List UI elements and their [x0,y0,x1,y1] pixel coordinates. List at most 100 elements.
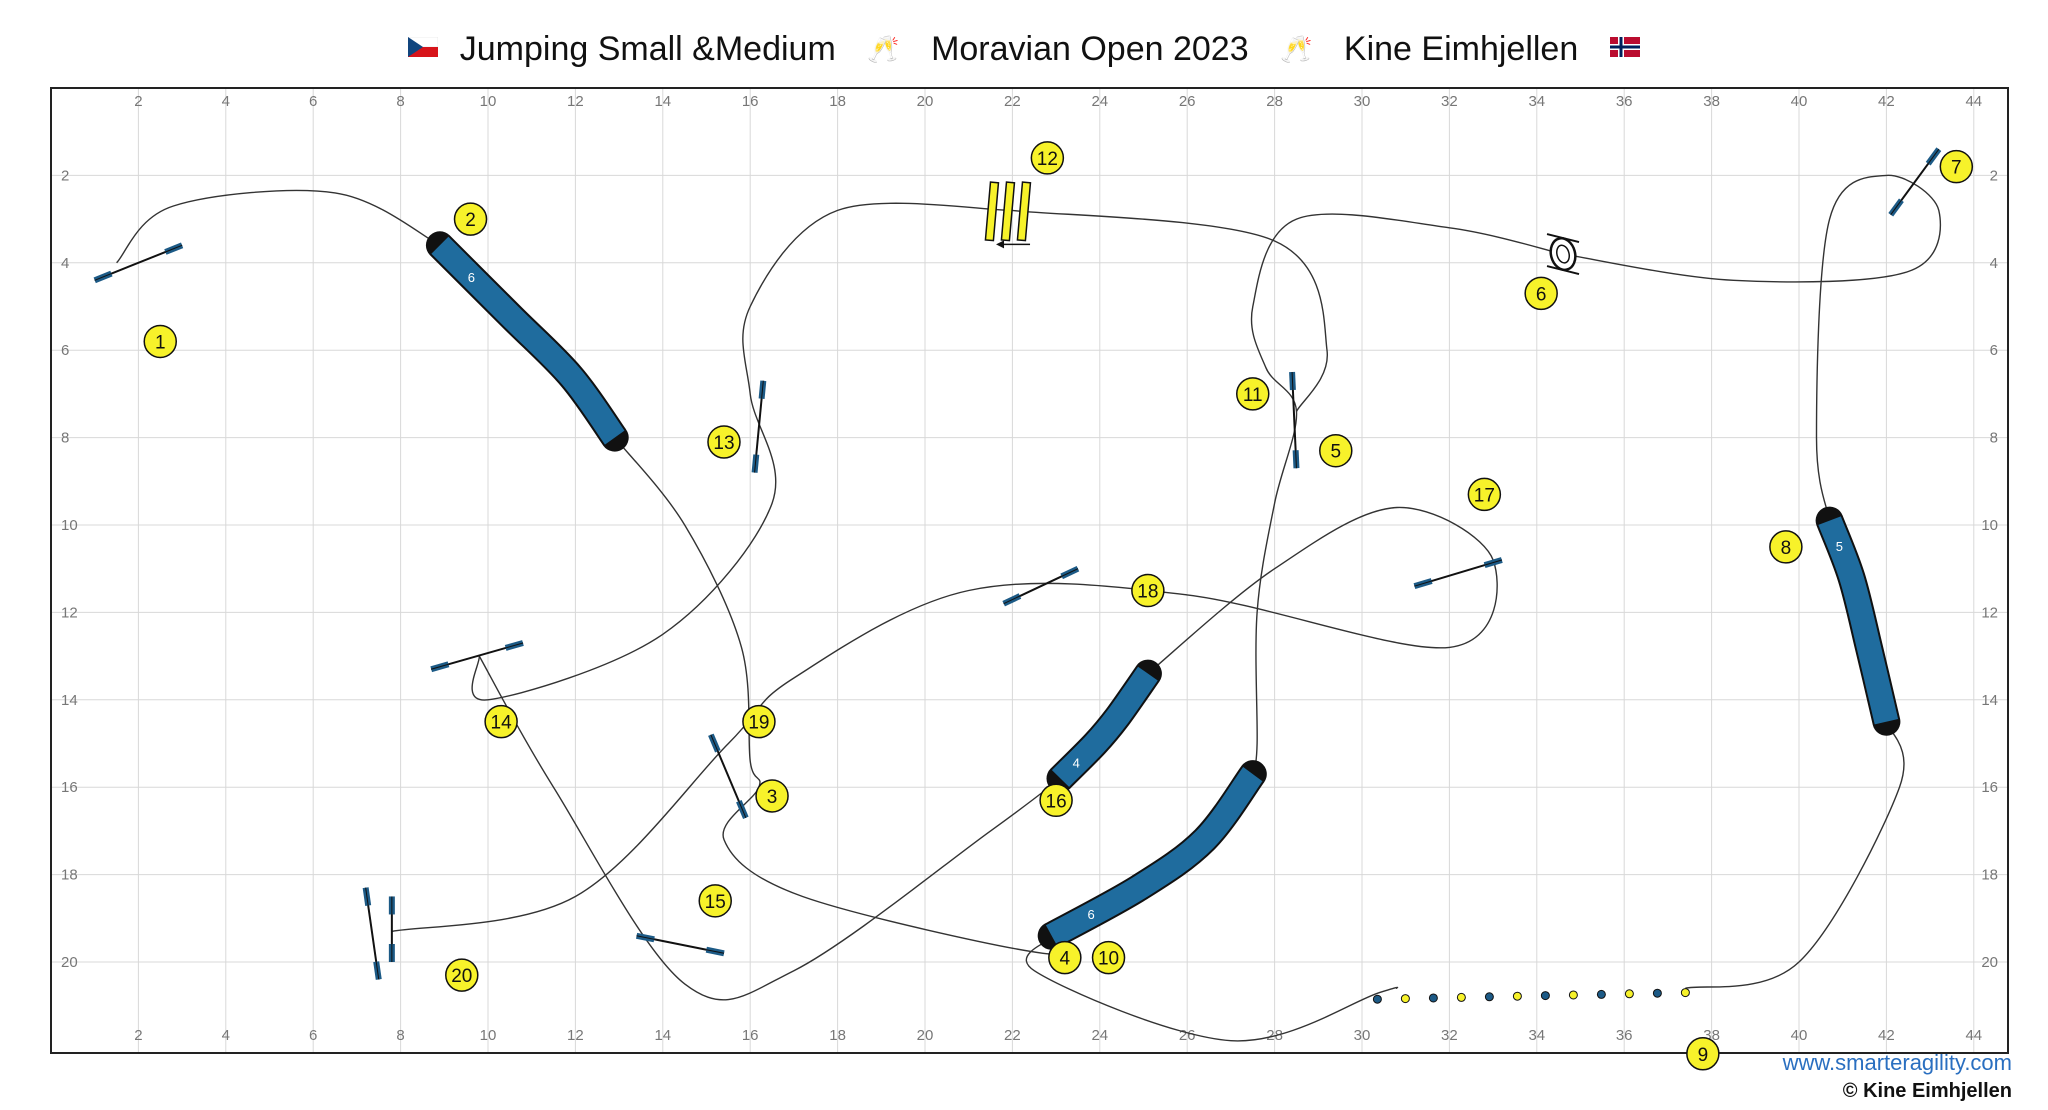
weave-pole [1372,994,1382,1004]
arrow-head [996,240,1005,249]
weave-pole [1680,988,1690,998]
number-label: 18 [1137,582,1158,603]
number-label: 3 [767,787,778,808]
x-tick-label: 14 [654,1027,671,1044]
jump-wing-edge [365,887,369,906]
obstacle-number-14: 14 [484,704,518,739]
jump-wing-edge [505,642,524,649]
x-tick-label: 32 [1441,1027,1458,1044]
number-circle [445,958,479,992]
number-label: 9 [1698,1045,1709,1066]
table-bar [1000,181,1016,242]
x-tick-label: 38 [1703,93,1720,110]
norway-flag-icon [1609,37,1640,58]
y-tick-label: 6 [1990,342,1998,359]
obstacle-number-11: 11 [1236,377,1270,411]
tunnel-length-label: 6 [468,270,475,285]
jump-wing-edge [710,734,719,752]
number-label: 8 [1781,538,1792,559]
path-segment [471,202,1013,701]
number-circle [453,202,488,236]
jump-wing-edge [1890,199,1902,216]
x-tick-label: 20 [917,93,934,110]
x-tick-label: 10 [480,1027,497,1044]
number-label: 2 [465,210,476,231]
number-circle [1467,477,1502,512]
course-title: Jumping Small &Medium 🥂 Moravian Open 20… [0,24,2048,72]
y-axis-left: 2 4 6 8 10 12 14 16 18 20 [61,167,78,971]
x-tick-label: 22 [1004,1027,1021,1044]
weave-pole [1400,994,1410,1004]
y-tick-label: 4 [61,255,69,272]
weave-pole [1540,991,1550,1001]
obstacle-number-20: 20 [445,958,479,992]
x-axis-bottom: 2 4 6 8 10 12 14 16 18 20 22 24 26 28 30 32 34 36 38 40 42 44 [134,1027,1982,1044]
path-segment [1012,209,1328,412]
weave-pole [1484,992,1494,1002]
x-axis-top: 2 4 6 8 10 12 14 16 18 20 22 24 26 28 30 32 34 36 38 40 42 44 [134,93,1982,110]
jump-wing-edge [738,801,747,818]
x-tick-label: 8 [396,1027,404,1044]
path-segment [116,189,441,264]
number-label: 16 [1046,791,1067,812]
y-tick-label: 20 [1981,954,1998,971]
x-tick-label: 30 [1354,93,1371,110]
number-circle [1039,783,1073,818]
tire-frame [1546,265,1580,276]
table-bar [984,181,1000,242]
tunnel-length-label: 5 [1836,539,1843,554]
number-circle [1030,141,1065,175]
path-segment [1025,930,1399,1042]
x-tick-label: 14 [654,93,671,110]
jump-wing-edge [761,380,764,399]
ring-border [50,87,2009,1054]
y-tick-label: 12 [1981,604,1998,621]
x-tick-label: 16 [742,93,759,110]
weave-pole [1512,991,1522,1001]
path-segment [1562,174,1942,521]
number-label: 6 [1536,284,1547,305]
y-tick-label: 10 [1981,517,1998,534]
x-tick-label: 36 [1616,1027,1633,1044]
weave-pole [1428,993,1438,1003]
y-tick-label: 8 [1990,430,1998,447]
x-tick-label: 12 [567,93,584,110]
x-tick-label: 36 [1616,93,1633,110]
y-tick-label: 4 [1990,255,1998,272]
y-tick-label: 12 [61,604,78,621]
weave-pole [1456,992,1466,1002]
obstacle-number-5: 5 [1319,433,1353,468]
number-label: 5 [1330,442,1341,463]
jump-wing-edge [165,244,183,253]
obstacle-number-3: 3 [755,779,789,813]
x-tick-label: 34 [1528,1027,1545,1044]
x-tick-label: 44 [1965,1027,1982,1044]
x-tick-label: 24 [1091,93,1108,110]
number-label: 15 [705,892,726,913]
number-label: 13 [713,433,734,454]
number-circle [1131,573,1165,608]
x-tick-label: 6 [309,1027,317,1044]
number-label: 20 [451,966,472,987]
website-link[interactable]: www.smarteragility.com [1782,1050,2012,1075]
number-circle [1091,940,1126,975]
jump-wing-edge [636,935,655,940]
tunnel-body [1051,666,1158,787]
x-tick-label: 6 [309,93,317,110]
other-obstacles [984,181,1690,1004]
x-tick-label: 2 [134,93,142,110]
number-label: 11 [1243,385,1263,406]
jump-wing-edge [1003,595,1021,605]
number-circle [1769,530,1803,564]
title-part-designer: Kine Eimhjellen [1343,30,1579,69]
number-circle [1524,276,1558,311]
x-tick-label: 26 [1179,1027,1196,1044]
obstacle-number-17: 17 [1467,477,1502,512]
obstacle-number-15: 15 [698,884,732,918]
tunnel-body [1045,766,1263,947]
obstacle-number-1: 1 [143,324,177,359]
obstacle-number-19: 19 [742,704,776,739]
jump-wing-edge [1295,450,1297,469]
x-tick-label: 10 [480,93,497,110]
